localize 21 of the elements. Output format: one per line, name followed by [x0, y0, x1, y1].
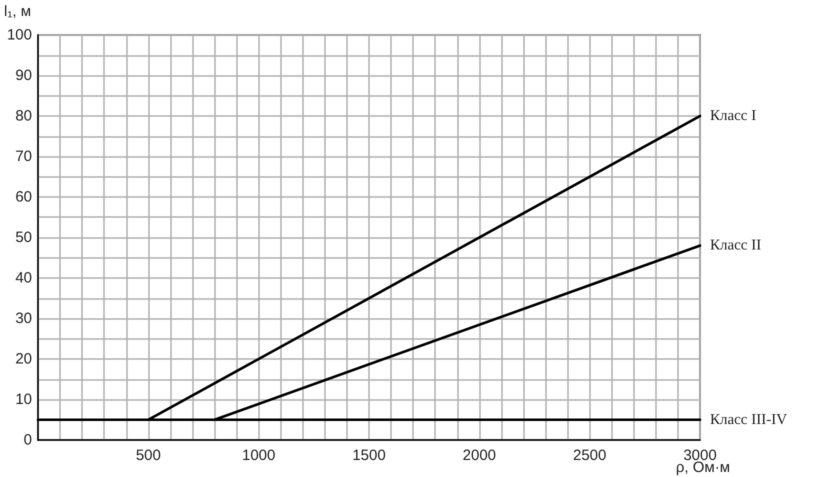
y-tick-label: 80	[15, 108, 32, 124]
y-tick-label: 10	[15, 391, 32, 408]
x-axis-title: ρ, Ом·м	[676, 459, 730, 476]
y-tick-label: 30	[15, 310, 32, 327]
x-tick-label: 1000	[242, 447, 276, 464]
series-label: Класс III-IV	[710, 412, 788, 428]
x-tick-label: 500	[136, 447, 161, 464]
y-tick-label: 20	[15, 350, 32, 368]
series-label: Класс II	[710, 238, 762, 254]
x-tick-label: 2500	[572, 447, 606, 464]
y-tick-label: 90	[15, 67, 32, 84]
y-tick-label: 60	[15, 188, 32, 206]
x-tick-label: 2000	[462, 447, 496, 464]
y-tick-label: 50	[15, 229, 32, 246]
y-tick-label: 40	[15, 270, 32, 286]
y-tick-label: 70	[15, 148, 32, 165]
y-tick-label: 0	[24, 432, 32, 448]
series-label: Класс I	[710, 108, 756, 124]
x-tick-label: 1500	[352, 447, 386, 464]
y-axis-title: l₁, м	[4, 3, 32, 20]
y-tick-label: 100	[6, 26, 32, 44]
